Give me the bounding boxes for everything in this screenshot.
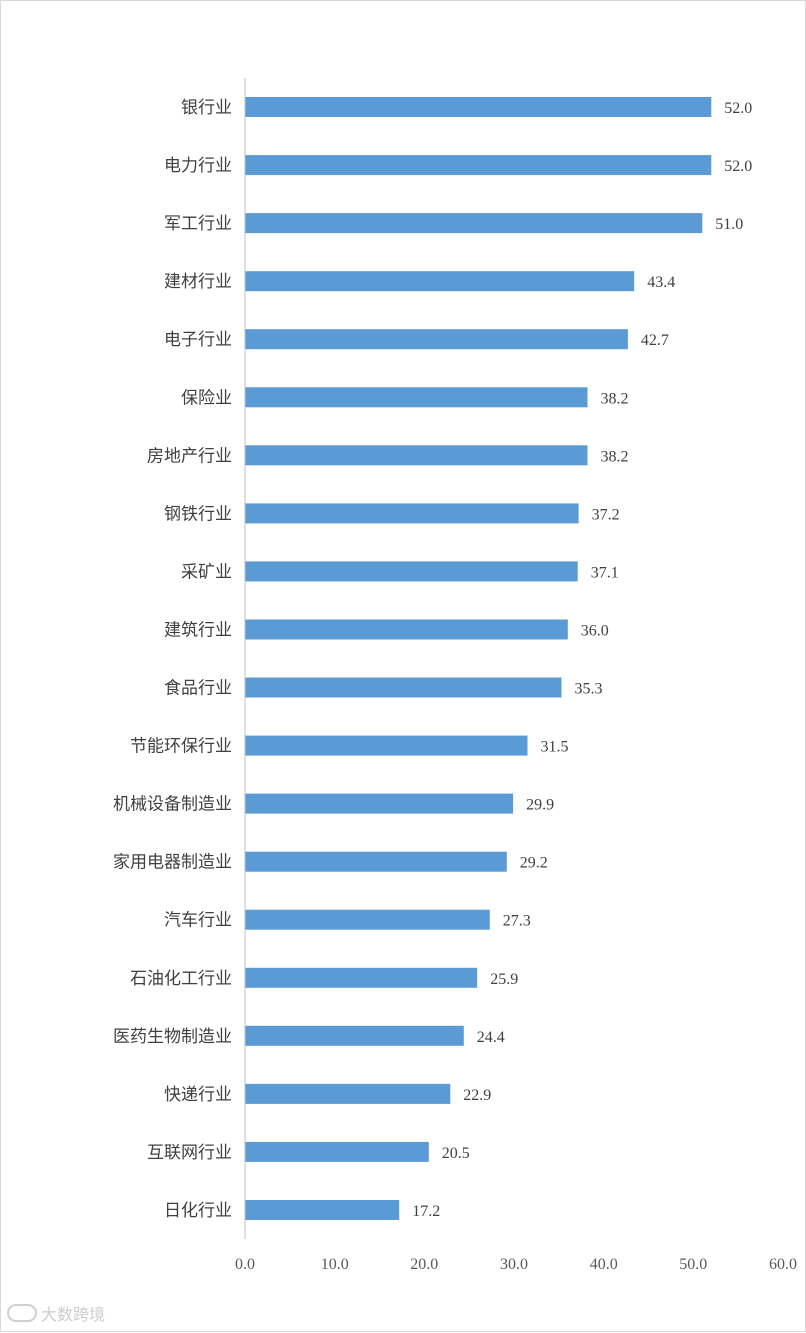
data-label: 51.0 bbox=[715, 216, 743, 233]
category-label: 石油化工行业 bbox=[130, 969, 232, 989]
category-label: 建筑行业 bbox=[164, 621, 232, 641]
category-label: 钢铁行业 bbox=[164, 504, 232, 524]
bar bbox=[245, 735, 528, 756]
data-label: 52.0 bbox=[724, 158, 752, 175]
data-label: 38.2 bbox=[601, 448, 629, 465]
bar bbox=[245, 1141, 429, 1162]
bar bbox=[245, 851, 507, 872]
data-label: 27.3 bbox=[503, 913, 531, 930]
bar bbox=[245, 213, 703, 234]
x-tick-label: 10.0 bbox=[321, 1256, 349, 1273]
data-label: 25.9 bbox=[490, 971, 518, 988]
bar bbox=[245, 967, 478, 988]
category-label: 机械设备制造业 bbox=[113, 795, 232, 815]
x-tick-label: 40.0 bbox=[590, 1256, 618, 1273]
data-label: 38.2 bbox=[601, 390, 629, 407]
bar bbox=[245, 1200, 400, 1220]
data-label: 42.7 bbox=[641, 332, 669, 349]
data-label: 24.4 bbox=[477, 1029, 505, 1046]
category-label: 电力行业 bbox=[164, 156, 232, 176]
bar bbox=[245, 155, 712, 176]
bar bbox=[245, 445, 588, 466]
bar bbox=[245, 1083, 451, 1104]
x-tick-label: 0.0 bbox=[235, 1256, 255, 1273]
watermark-logo-icon bbox=[7, 1304, 37, 1322]
category-label: 银行业 bbox=[181, 98, 232, 118]
category-label: 医药生物制造业 bbox=[113, 1027, 232, 1047]
bar bbox=[245, 97, 712, 117]
category-label: 建材行业 bbox=[164, 272, 232, 292]
category-label: 军工行业 bbox=[164, 214, 232, 234]
data-label: 29.9 bbox=[526, 797, 554, 814]
data-label: 43.4 bbox=[647, 274, 675, 291]
data-label: 37.1 bbox=[591, 564, 619, 581]
category-label: 家用电器制造业 bbox=[113, 853, 232, 873]
category-label: 采矿业 bbox=[181, 562, 232, 582]
data-label: 20.5 bbox=[442, 1145, 470, 1162]
data-label: 29.2 bbox=[520, 855, 548, 872]
bar bbox=[245, 909, 490, 930]
category-label: 汽车行业 bbox=[164, 911, 232, 931]
data-label: 52.0 bbox=[724, 100, 752, 117]
bar bbox=[245, 271, 635, 292]
data-label: 35.3 bbox=[575, 681, 603, 698]
x-tick-label: 50.0 bbox=[679, 1256, 707, 1273]
category-label: 互联网行业 bbox=[147, 1143, 232, 1163]
bar bbox=[245, 329, 628, 350]
bar bbox=[245, 793, 514, 814]
x-tick-label: 20.0 bbox=[410, 1256, 438, 1273]
category-label: 节能环保行业 bbox=[130, 737, 232, 757]
data-label: 31.5 bbox=[541, 739, 569, 756]
bar bbox=[245, 387, 588, 408]
data-label: 17.2 bbox=[412, 1203, 440, 1220]
category-label: 日化行业 bbox=[164, 1201, 232, 1221]
bar bbox=[245, 561, 578, 582]
category-label: 快递行业 bbox=[164, 1085, 232, 1105]
x-tick-label: 30.0 bbox=[500, 1256, 528, 1273]
x-tick-label: 60.0 bbox=[769, 1256, 797, 1273]
data-label: 22.9 bbox=[463, 1087, 491, 1104]
data-label: 36.0 bbox=[581, 623, 609, 640]
bar bbox=[245, 677, 562, 698]
category-label: 保险业 bbox=[181, 388, 232, 408]
category-label: 房地产行业 bbox=[147, 446, 232, 466]
category-label: 食品行业 bbox=[164, 679, 232, 699]
watermark: 大数跨境 bbox=[7, 1301, 105, 1325]
bar bbox=[245, 1025, 464, 1046]
bar bbox=[245, 503, 579, 524]
watermark-text: 大数跨境 bbox=[41, 1305, 106, 1324]
bar bbox=[245, 619, 568, 640]
data-label: 37.2 bbox=[592, 506, 620, 523]
category-label: 电子行业 bbox=[164, 330, 232, 350]
